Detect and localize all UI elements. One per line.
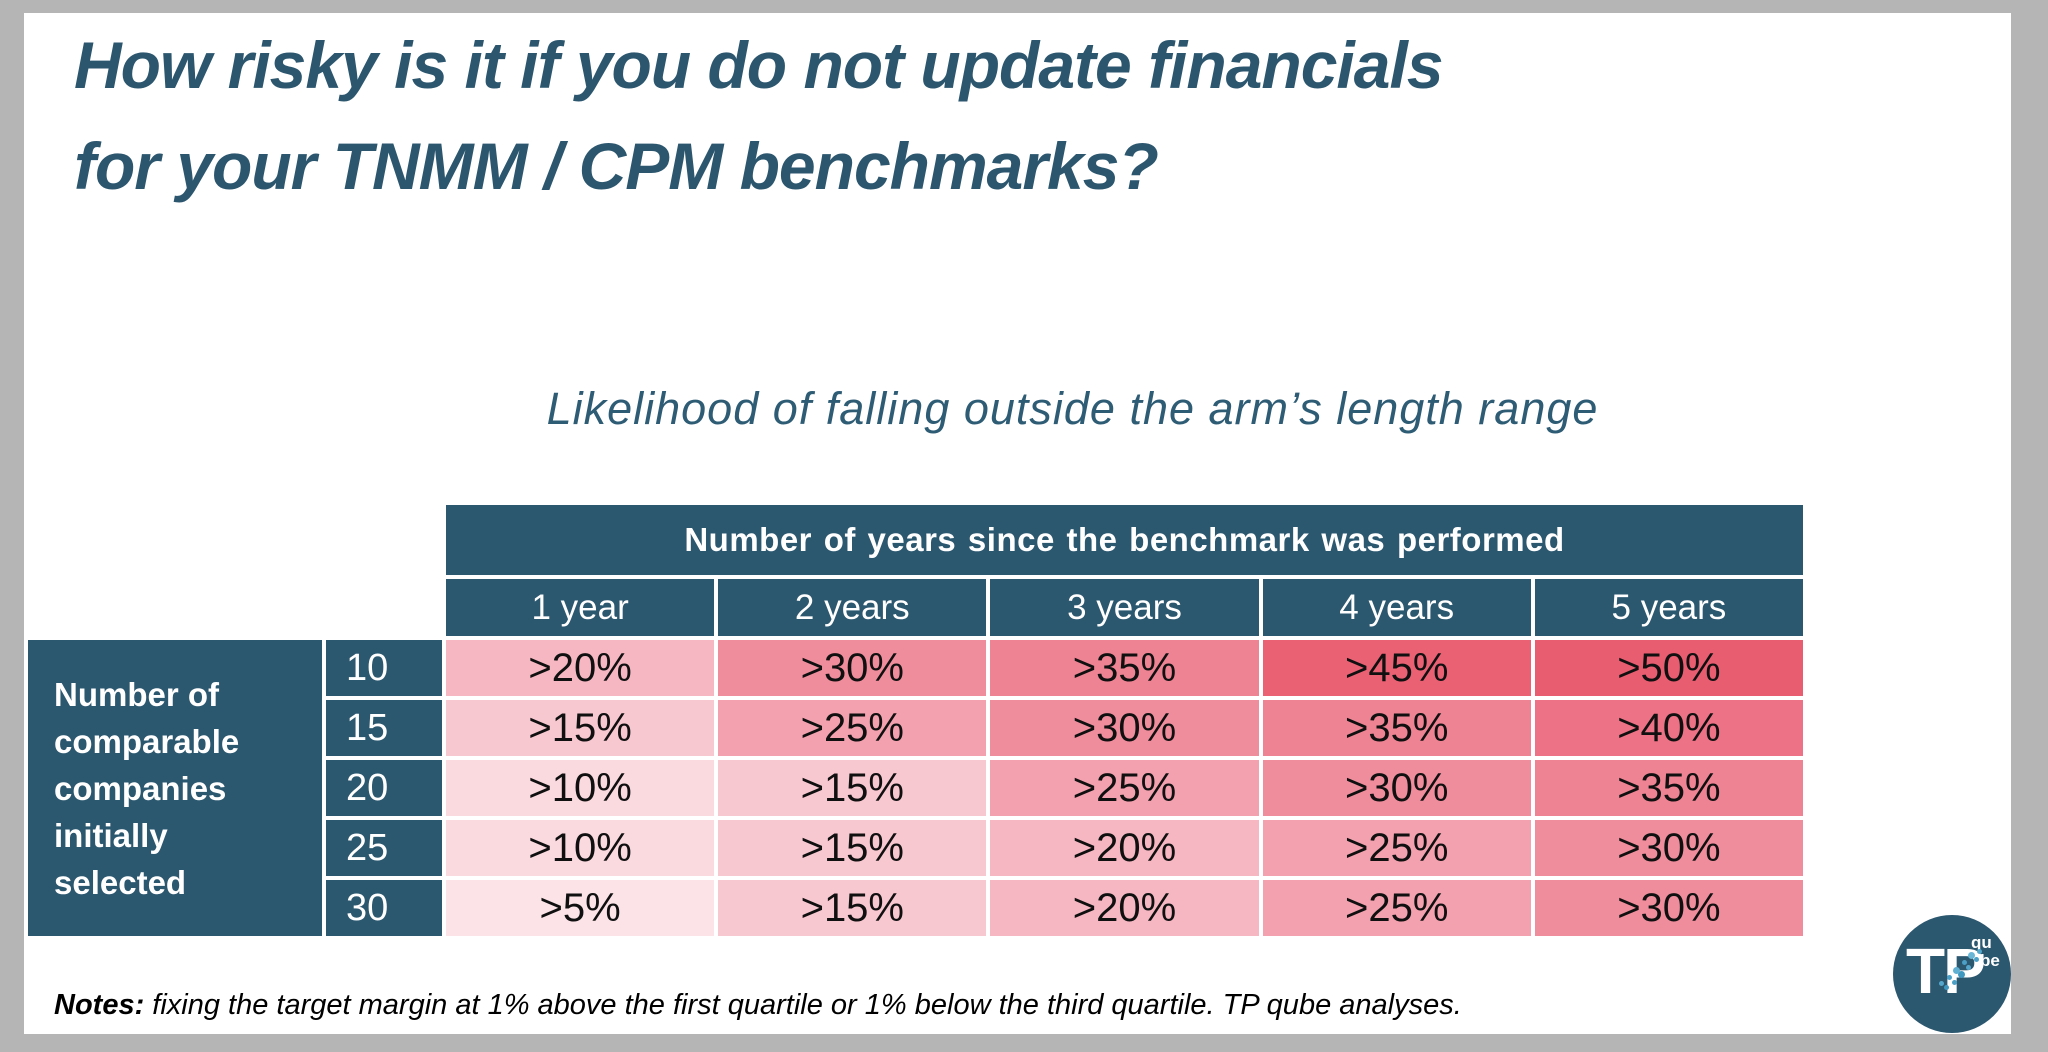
table-cell: >20%: [990, 820, 1259, 876]
table-cell: >15%: [718, 820, 987, 876]
row-header: 15: [326, 700, 442, 756]
table-column-group-header: Number of years since the benchmark was …: [446, 505, 1803, 575]
table-cell: >35%: [990, 640, 1259, 696]
table-cell: >35%: [1262, 700, 1531, 756]
row-header: 30: [326, 880, 442, 936]
page-title-line-2: for your TNMM / CPM benchmarks?: [74, 129, 1159, 203]
table-cell: >20%: [446, 640, 715, 696]
table-cell: >25%: [1262, 820, 1531, 876]
table-cell: >35%: [1534, 760, 1803, 816]
table-cell: >30%: [718, 640, 987, 696]
row-header: 25: [326, 820, 442, 876]
tpqube-logo: TP qu be: [1893, 915, 2011, 1033]
logo-tp-text: TP: [1906, 935, 1986, 1007]
footnote-text: fixing the target margin at 1% above the…: [144, 989, 1462, 1021]
table-cell: >5%: [446, 880, 715, 936]
table-cell: >10%: [446, 760, 715, 816]
logo-qu-text: qu: [1971, 933, 1992, 952]
column-header: 4 years: [1262, 579, 1531, 636]
column-header: 3 years: [990, 579, 1259, 636]
table-cell: >25%: [1262, 880, 1531, 936]
row-header: 20: [326, 760, 442, 816]
table-cell: >25%: [990, 760, 1259, 816]
footnote: Notes: fixing the target margin at 1% ab…: [54, 989, 1462, 1022]
presentation-slide: How risky is it if you do not update fin…: [24, 13, 2011, 1034]
table-cell: >30%: [1534, 880, 1803, 936]
table-cell: >50%: [1534, 640, 1803, 696]
table-cell: >40%: [1534, 700, 1803, 756]
table-cell: >20%: [990, 880, 1259, 936]
column-header: 5 years: [1534, 579, 1803, 636]
logo-splash-dots-icon: [1939, 981, 1944, 986]
table-subtitle: Likelihood of falling outside the arm’s …: [546, 383, 1599, 434]
logo-be-text: be: [1980, 951, 2000, 970]
table-cell: >30%: [1262, 760, 1531, 816]
risk-table: Number of years since the benchmark was …: [28, 505, 1803, 936]
table-cell: >15%: [718, 880, 987, 936]
footnote-label: Notes:: [54, 989, 145, 1021]
table-cell: >45%: [1262, 640, 1531, 696]
table-cell: >10%: [446, 820, 715, 876]
table-cell: >30%: [1534, 820, 1803, 876]
table-row-group-header: Number of comparable companies initially…: [28, 640, 322, 936]
table-cell: >15%: [446, 700, 715, 756]
page-title-line-1: How risky is it if you do not update fin…: [74, 28, 1444, 102]
table-cell: >25%: [718, 700, 987, 756]
table-cell: >15%: [718, 760, 987, 816]
row-header: 10: [326, 640, 442, 696]
page-title: How risky is it if you do not update fin…: [74, 15, 2004, 217]
column-header: 2 years: [718, 579, 987, 636]
table-cell: >30%: [990, 700, 1259, 756]
column-header: 1 year: [446, 579, 715, 636]
